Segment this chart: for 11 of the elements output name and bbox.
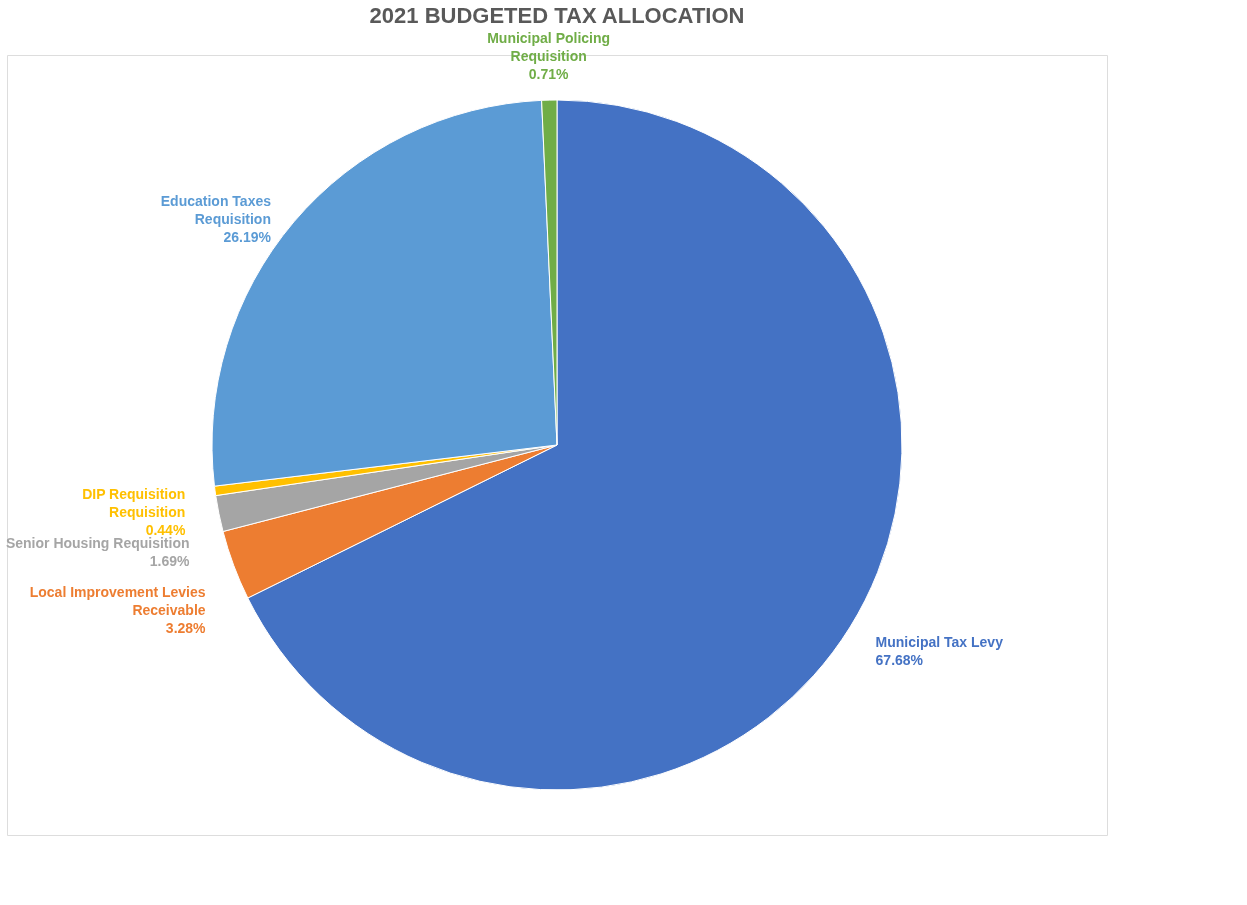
slice-label: Local Improvement Levies Receivable bbox=[29, 583, 206, 618]
chart-title: 2021 BUDGETED TAX ALLOCATION bbox=[369, 3, 745, 29]
slice-label: Education Taxes Requisition bbox=[160, 193, 272, 228]
data-label: 1.69% bbox=[149, 552, 191, 569]
slice-label: Municipal Tax Levy bbox=[875, 633, 1004, 650]
data-label: 0.71% bbox=[528, 66, 570, 83]
slice-label: DIP Requisition Requisition bbox=[82, 485, 186, 520]
data-label: 3.28% bbox=[165, 619, 207, 636]
slice-label: Municipal Policing Requisition bbox=[487, 30, 611, 65]
data-label: 67.68% bbox=[875, 651, 924, 668]
data-label: 26.19% bbox=[223, 229, 272, 246]
